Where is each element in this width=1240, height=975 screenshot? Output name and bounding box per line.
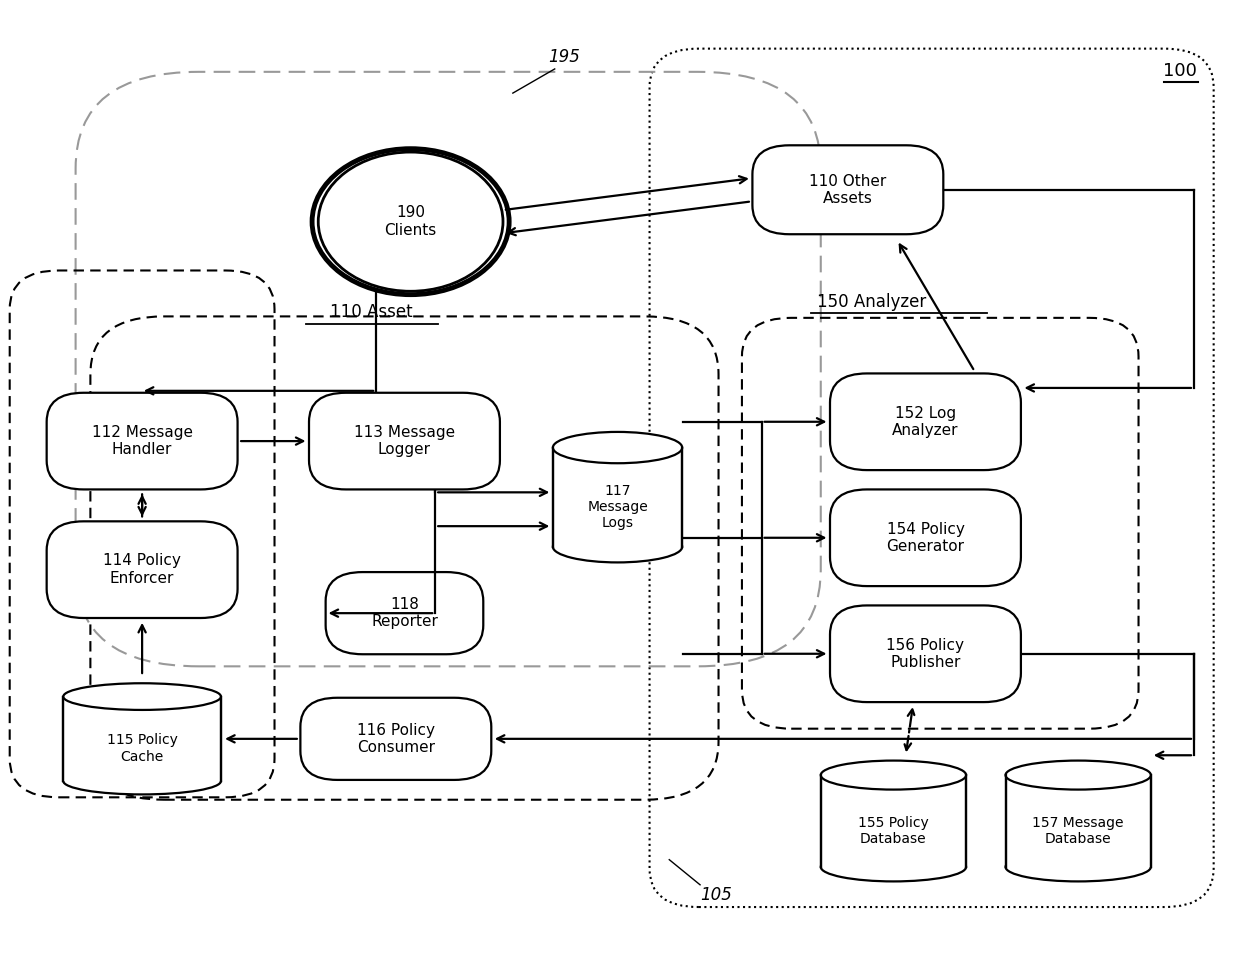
FancyBboxPatch shape [309,393,500,489]
Ellipse shape [1006,760,1151,790]
Bar [1006,775,1151,867]
FancyBboxPatch shape [830,489,1021,586]
FancyBboxPatch shape [753,145,944,234]
Text: 118
Reporter: 118 Reporter [371,597,438,630]
Text: 105: 105 [701,886,732,905]
Text: 156 Policy
Publisher: 156 Policy Publisher [887,638,965,670]
Text: 157 Message
Database: 157 Message Database [1033,815,1123,845]
Text: 150 Analyzer: 150 Analyzer [817,292,926,311]
Ellipse shape [553,531,682,563]
Bar [821,775,966,867]
Ellipse shape [319,152,503,292]
Text: 110 Other
Assets: 110 Other Assets [810,174,887,206]
Text: 100: 100 [1163,61,1197,80]
Text: 154 Policy
Generator: 154 Policy Generator [887,522,965,554]
Ellipse shape [63,683,221,710]
Text: 114 Policy
Enforcer: 114 Policy Enforcer [103,554,181,586]
Bar [63,696,221,781]
FancyBboxPatch shape [300,698,491,780]
Ellipse shape [821,852,966,881]
Text: 116 Policy
Consumer: 116 Policy Consumer [357,722,435,755]
Ellipse shape [63,767,221,795]
Bar [1006,775,1151,867]
Text: 190
Clients: 190 Clients [384,206,436,238]
FancyBboxPatch shape [830,373,1021,470]
Ellipse shape [1006,852,1151,881]
Text: 115 Policy
Cache: 115 Policy Cache [107,733,177,763]
Ellipse shape [553,432,682,463]
Bar [821,775,966,867]
Bar [63,696,221,781]
Ellipse shape [821,760,966,790]
Text: 195: 195 [548,49,580,66]
Text: 112 Message
Handler: 112 Message Handler [92,425,192,457]
FancyBboxPatch shape [47,522,238,618]
Text: 113 Message
Logger: 113 Message Logger [353,425,455,457]
Bar [553,448,682,547]
Text: 155 Policy
Database: 155 Policy Database [858,815,929,845]
Text: 110 Asset: 110 Asset [330,303,413,321]
FancyBboxPatch shape [830,605,1021,702]
FancyBboxPatch shape [47,393,238,489]
Text: 152 Log
Analyzer: 152 Log Analyzer [893,406,959,438]
Bar [553,448,682,547]
FancyBboxPatch shape [326,572,484,654]
Text: 117
Message
Logs: 117 Message Logs [588,484,649,530]
